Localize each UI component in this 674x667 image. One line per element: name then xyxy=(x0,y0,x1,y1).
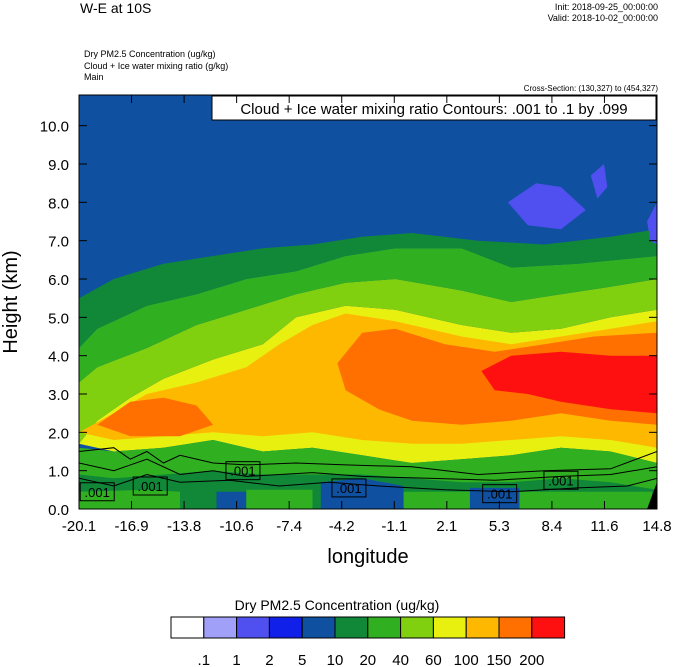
colorbar-swatch xyxy=(236,616,270,639)
contour-label-box xyxy=(331,478,367,498)
colorbar-label: 1 xyxy=(232,652,240,667)
contour-label: .001 xyxy=(230,464,255,479)
valid-time: Valid: 2018-10-02_00:00:00 xyxy=(547,13,658,23)
colorbar-swatch xyxy=(400,616,434,639)
y-tick-label: 10.0 xyxy=(40,119,69,136)
contour-label: .001 xyxy=(138,479,163,494)
colorbar-swatch xyxy=(432,616,467,639)
colorbar-label: 20 xyxy=(359,652,376,667)
x-tick-label: 8.4 xyxy=(541,518,562,535)
colorbar-label: 100 xyxy=(454,652,479,667)
contour-label-box xyxy=(79,482,115,502)
x-tick-label: -16.9 xyxy=(114,518,148,535)
init-time: Init: 2018-09-25_00:00:00 xyxy=(554,2,658,12)
colorbar-label: 200 xyxy=(519,652,544,667)
colorbar-label: 60 xyxy=(425,652,442,667)
contour-label: .001 xyxy=(85,485,110,500)
x-tick-label: 14.8 xyxy=(642,518,671,535)
cross-section-label: Cross-Section: (130,327) to (454,327) xyxy=(523,84,658,93)
colorbar-label: 10 xyxy=(327,652,344,667)
contour-line-0 xyxy=(79,447,657,476)
colorbar-swatch xyxy=(465,616,500,639)
x-axis-ticks: -20.1 -16.9 -13.8 -10.6 -7.4 -4.2 -1.1 2.1 5.3 8.… xyxy=(62,95,672,535)
x-tick-label: 11.6 xyxy=(590,518,618,535)
colorbar-swatch xyxy=(268,616,303,639)
y-tick-label: 2.0 xyxy=(48,425,69,442)
x-tick-label: -20.1 xyxy=(62,518,96,535)
x-axis-label: longitude xyxy=(327,546,408,568)
region-5-12 xyxy=(216,491,247,509)
plot-title: W-E at 10S xyxy=(80,0,152,16)
contour-label: .001 xyxy=(548,473,573,488)
y-tick-label: 5.0 xyxy=(48,310,69,327)
x-tick-label: -13.8 xyxy=(167,518,201,535)
contour-label: .001 xyxy=(487,487,512,502)
y-tick-label: 0.0 xyxy=(48,502,69,519)
y-tick-label: 7.0 xyxy=(48,234,69,251)
y-tick-label: 8.0 xyxy=(48,195,69,212)
terrain-mask xyxy=(647,482,657,509)
y-tick-label: 4.0 xyxy=(48,349,69,366)
contour-label-box xyxy=(543,470,579,490)
field-name-main: Main xyxy=(84,72,104,82)
colorbar: .1 1 2 5 10 20 40 60 100 150 200 xyxy=(170,616,566,667)
x-tick-label: -4.2 xyxy=(329,518,355,535)
concentration-field xyxy=(79,164,657,509)
colorbar-title: Dry PM2.5 Concentration (ug/kg) xyxy=(234,597,440,613)
y-axis-label: Height (km) xyxy=(0,250,22,353)
field-name-pm25: Dry PM2.5 Concentration (ug/kg) xyxy=(84,49,216,59)
region-1-19 xyxy=(647,202,657,245)
region-200-7 xyxy=(481,351,657,414)
contour-label: .001 xyxy=(336,481,361,496)
field-name-cloud-ice: Cloud + Ice water mixing ratio (g/kg) xyxy=(84,61,229,71)
region-20-14 xyxy=(246,489,313,509)
colorbar-label: 5 xyxy=(298,652,306,667)
region-10-3 xyxy=(79,229,657,348)
x-tick-label: -10.6 xyxy=(220,518,254,535)
colorbar-swatch xyxy=(498,616,533,639)
region-20-15 xyxy=(403,491,470,509)
colorbar-swatch xyxy=(531,616,566,639)
colorbar-swatch xyxy=(203,616,238,639)
contour-labels: .001 .001 .001 .001 .001 .001 xyxy=(79,461,579,504)
x-tick-label: 5.3 xyxy=(489,518,510,535)
contour-info-box: Cloud + Ice water mixing ratio Contours:… xyxy=(211,95,657,121)
region-1-18 xyxy=(590,164,608,199)
y-tick-label: 1.0 xyxy=(48,464,69,481)
y-axis-ticks: 0.0 1.0 2.0 3.0 4.0 5.0 6.0 7.0 8.0 9.0 10.0 xyxy=(40,119,657,519)
contour-label-box xyxy=(225,461,261,481)
colorbar-label: 150 xyxy=(486,652,511,667)
contour-line-1 xyxy=(79,458,657,481)
colorbar-label: 40 xyxy=(392,652,409,667)
y-tick-label: 9.0 xyxy=(48,157,69,174)
x-tick-label: -7.4 xyxy=(276,518,302,535)
region-20-2 xyxy=(79,248,657,383)
contour-info-text: Cloud + Ice water mixing ratio Contours:… xyxy=(240,101,627,118)
y-tick-label: 3.0 xyxy=(48,387,69,404)
plot-frame xyxy=(78,94,658,510)
y-tick-label: 6.0 xyxy=(48,272,69,289)
region-40-1 xyxy=(79,279,657,448)
contour-label-box xyxy=(132,476,168,496)
x-tick-label: 2.1 xyxy=(436,518,457,535)
region-150-5 xyxy=(97,397,214,437)
colorbar-swatch xyxy=(334,616,369,639)
colorbar-swatch xyxy=(367,616,402,639)
region-1-17 xyxy=(507,183,586,230)
colorbar-swatch xyxy=(301,616,336,639)
region-20-16 xyxy=(519,491,652,509)
colorbar-label: 2 xyxy=(265,652,273,667)
colorbar-label: .1 xyxy=(198,652,211,667)
colorbar-swatch xyxy=(170,616,205,639)
x-tick-label: -1.1 xyxy=(381,518,407,535)
